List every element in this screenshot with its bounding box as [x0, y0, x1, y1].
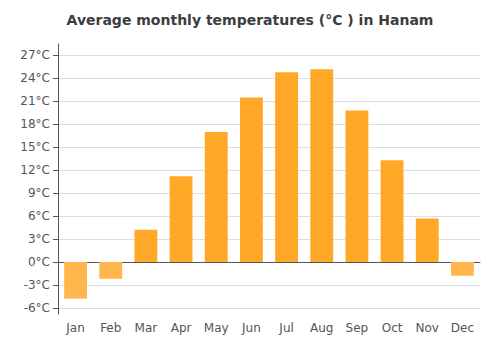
- svg-text:12°C: 12°C: [20, 163, 50, 177]
- svg-text:Feb: Feb: [100, 321, 121, 335]
- svg-text:0°C: 0°C: [28, 255, 50, 269]
- svg-text:27°C: 27°C: [20, 48, 50, 62]
- svg-text:-6°C: -6°C: [24, 301, 50, 315]
- svg-text:Dec: Dec: [451, 321, 474, 335]
- svg-text:21°C: 21°C: [20, 94, 50, 108]
- svg-text:Jul: Jul: [278, 321, 293, 335]
- svg-text:Jun: Jun: [241, 321, 261, 335]
- svg-text:Oct: Oct: [382, 321, 403, 335]
- svg-text:9°C: 9°C: [28, 186, 50, 200]
- svg-text:3°C: 3°C: [28, 232, 50, 246]
- svg-text:Nov: Nov: [416, 321, 439, 335]
- svg-text:Apr: Apr: [171, 321, 192, 335]
- svg-text:Aug: Aug: [310, 321, 333, 335]
- svg-text:Jan: Jan: [65, 321, 85, 335]
- svg-text:15°C: 15°C: [20, 140, 50, 154]
- svg-text:Average monthly temperatures (: Average monthly temperatures (°C ) in Ha…: [67, 12, 434, 28]
- svg-text:Mar: Mar: [135, 321, 158, 335]
- svg-text:6°C: 6°C: [28, 209, 50, 223]
- svg-text:18°C: 18°C: [20, 117, 50, 131]
- svg-text:24°C: 24°C: [20, 71, 50, 85]
- svg-text:May: May: [204, 321, 229, 335]
- svg-text:-3°C: -3°C: [24, 278, 50, 292]
- svg-text:Sep: Sep: [346, 321, 369, 335]
